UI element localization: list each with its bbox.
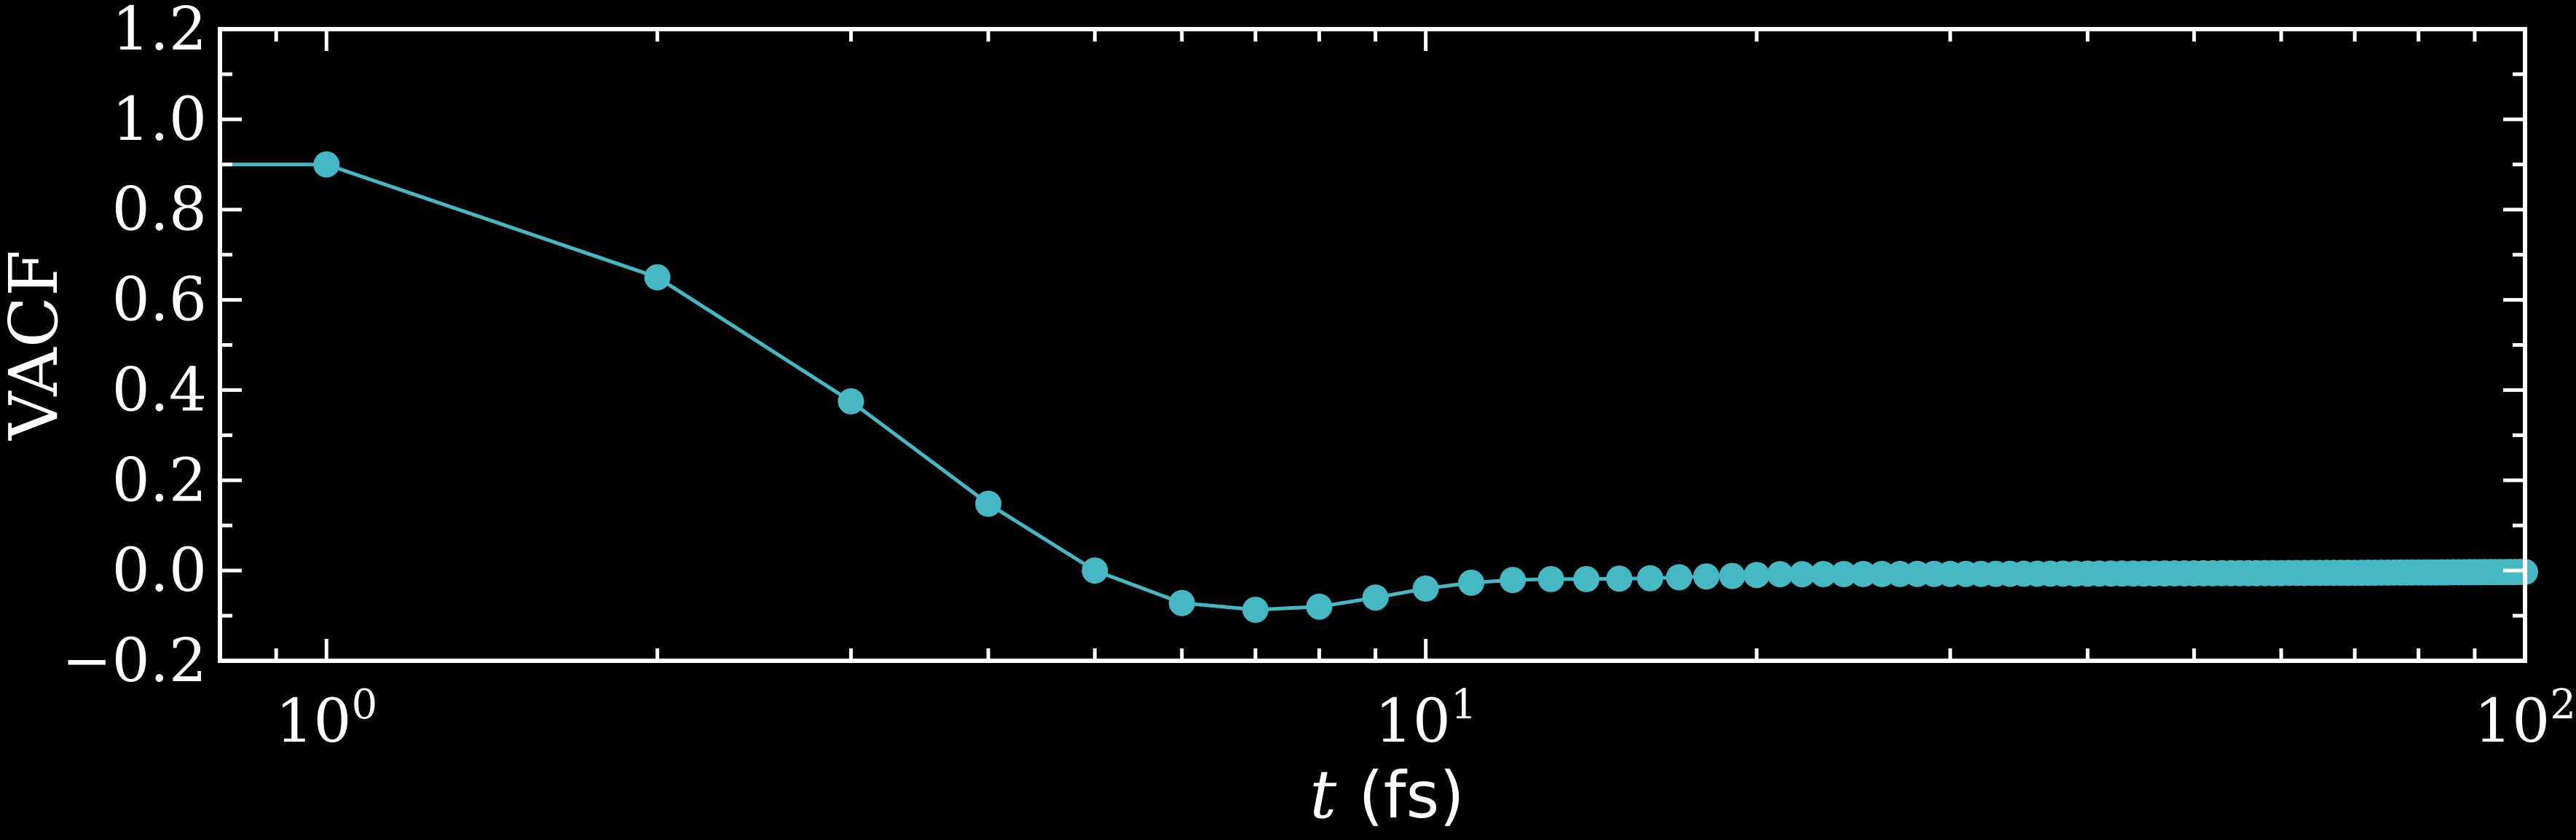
data-point	[838, 388, 864, 415]
data-point	[975, 490, 1001, 517]
data-point	[1810, 561, 1837, 587]
data-point	[1869, 560, 1895, 587]
data-point	[1458, 569, 1485, 596]
y-tick-label: 1.2	[112, 0, 207, 64]
x-axis-unit: (fs)	[1358, 758, 1465, 833]
x-tick-label: 102	[2474, 681, 2576, 756]
data-point	[1789, 561, 1816, 588]
data-point	[1693, 563, 1720, 590]
data-point	[1242, 597, 1269, 623]
y-tick-label: −0.2	[62, 627, 207, 696]
data-point	[1573, 565, 1600, 592]
y-tick-label: 0.4	[112, 356, 207, 425]
data-point	[1500, 567, 1527, 594]
data-point	[1168, 589, 1195, 616]
x-axis-label: t (fs)	[1309, 755, 1464, 833]
data-point	[1666, 564, 1693, 591]
data-point	[644, 264, 671, 291]
data-point	[1537, 565, 1564, 592]
y-tick-label: 0.8	[112, 176, 207, 245]
data-point	[1767, 561, 1793, 588]
y-tick-label: 0.0	[112, 536, 207, 605]
tick-marks	[218, 27, 2527, 663]
data-point	[1850, 560, 1877, 587]
x-tick-label: 101	[1375, 681, 1477, 756]
y-tick-label: 0.2	[112, 446, 207, 515]
data-point	[1636, 565, 1663, 592]
series-line	[220, 162, 2525, 612]
data-point	[1719, 562, 1746, 589]
y-tick-label: 0.6	[112, 266, 207, 335]
data-point	[1606, 565, 1633, 592]
data-point	[1306, 593, 1333, 620]
data-point	[1830, 561, 1857, 587]
tick-labels: −0.2 0.0 0.2 0.4 0.6 0.8 1.0 1.2 100 101 102	[62, 0, 2576, 756]
series-layer	[220, 151, 2538, 623]
data-point	[1362, 584, 1389, 611]
data-point	[1082, 557, 1108, 584]
x-axis-variable: t	[1309, 755, 1337, 833]
data-point	[1412, 575, 1439, 602]
x-tick-label: 100	[275, 681, 377, 756]
data-point	[1744, 562, 1770, 589]
y-tick-label: 1.0	[112, 85, 207, 154]
y-axis-label: VACF	[0, 250, 73, 441]
data-point	[313, 151, 340, 178]
